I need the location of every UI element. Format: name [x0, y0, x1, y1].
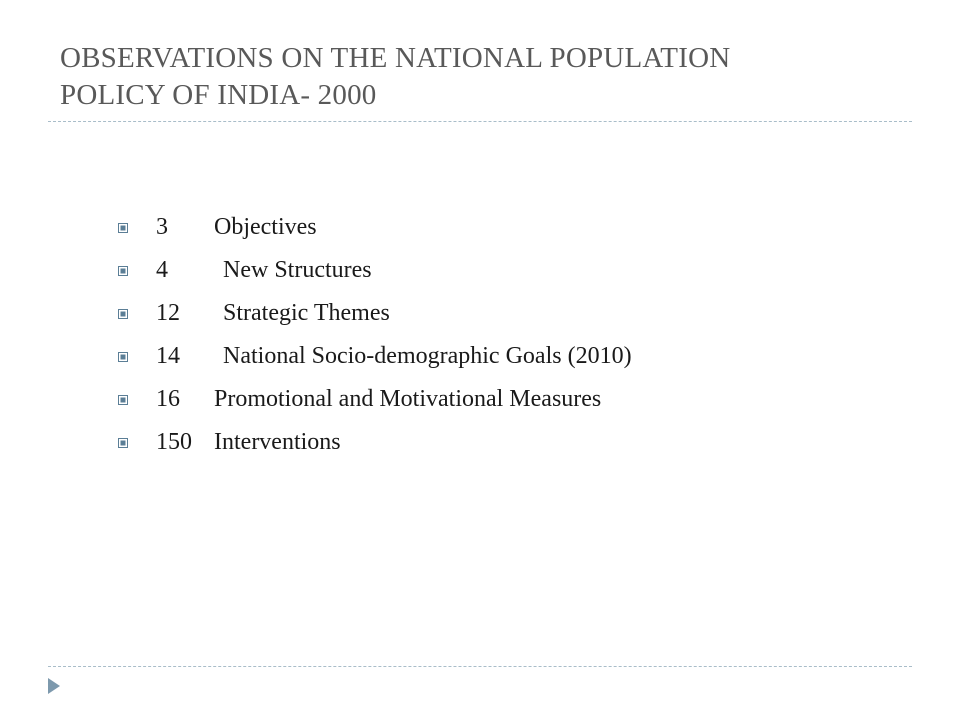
hollow-square-bullet-icon	[118, 222, 128, 233]
hollow-square-bullet-icon	[118, 394, 128, 405]
list-item: 16 Promotional and Motivational Measures	[118, 378, 632, 421]
title-line-2: POLICY OF INDIA- 2000	[60, 79, 377, 111]
footer-divider	[48, 666, 912, 667]
hollow-square-bullet-icon	[118, 437, 128, 448]
slide-title: OBSERVATIONS ON THE NATIONAL POPULATION …	[60, 40, 920, 114]
triangle-right-icon	[48, 678, 60, 694]
list-item: 3 Objectives	[118, 206, 632, 249]
list-item: 12 Strategic Themes	[118, 292, 632, 335]
hollow-square-bullet-icon	[118, 351, 128, 362]
item-number: 3	[156, 214, 168, 240]
title-divider	[48, 121, 912, 122]
list-item: 4 New Structures	[118, 249, 632, 292]
item-label: Promotional and Motivational Measures	[214, 386, 602, 412]
item-label: National Socio-demographic Goals (2010)	[223, 343, 632, 369]
title-line-1: OBSERVATIONS ON THE NATIONAL POPULATION	[60, 42, 731, 74]
item-label: Objectives	[214, 214, 317, 240]
item-number: 150	[156, 429, 192, 455]
hollow-square-bullet-icon	[118, 308, 128, 319]
list-item: 14 National Socio-demographic Goals (201…	[118, 335, 632, 378]
item-number: 14	[156, 343, 180, 369]
item-number: 16	[156, 386, 180, 412]
observations-list: 3 Objectives 4 New Structures 12 Strateg…	[118, 206, 632, 464]
item-label: New Structures	[223, 257, 372, 283]
item-label: Interventions	[214, 429, 341, 455]
hollow-square-bullet-icon	[118, 265, 128, 276]
item-number: 12	[156, 300, 180, 326]
item-number: 4	[156, 257, 168, 283]
item-label: Strategic Themes	[223, 300, 390, 326]
list-item: 150 Interventions	[118, 421, 632, 464]
